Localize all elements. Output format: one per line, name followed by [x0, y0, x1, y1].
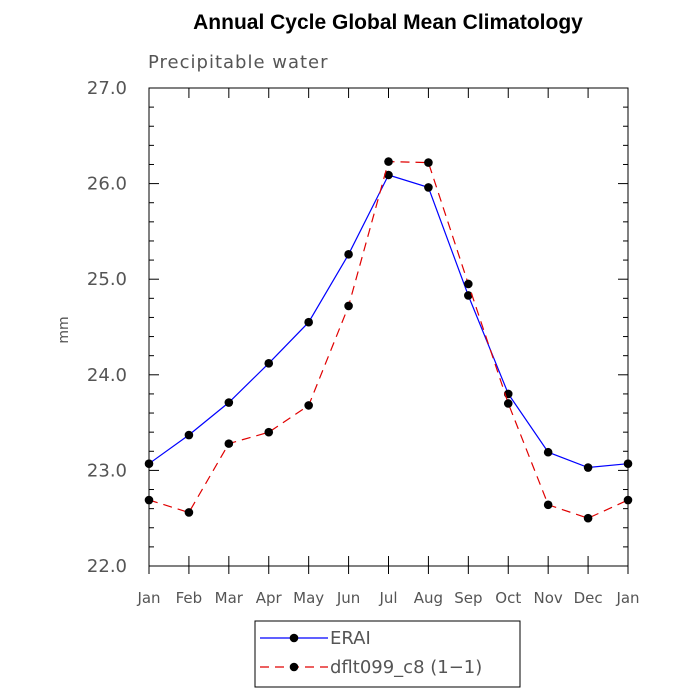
- data-point-series-1: [384, 170, 393, 180]
- x-tick-label: Jan: [615, 589, 639, 607]
- data-point-series-2: [503, 399, 513, 408]
- y-tick-label: 25.0: [87, 269, 127, 290]
- data-point-series-2: [344, 301, 353, 311]
- data-point-series-2: [623, 495, 633, 505]
- data-point-series-2: [384, 157, 393, 166]
- data-point-series-2: [583, 513, 593, 523]
- y-tick-label: 27.0: [87, 78, 127, 99]
- x-tick-label: Apr: [256, 589, 283, 607]
- x-tick-label: Oct: [495, 589, 521, 607]
- legend-label-1: ERAI: [330, 628, 371, 649]
- data-point-series-1: [543, 447, 553, 457]
- x-tick-label: May: [293, 589, 324, 607]
- legend-box: [254, 620, 521, 688]
- series-line-1: [148, 174, 629, 469]
- y-tick-label: 22.0: [87, 556, 127, 577]
- data-point-series-2: [264, 427, 274, 437]
- legend-marker-1: [289, 633, 299, 643]
- chart-subtitle: Precipitable water: [148, 52, 329, 73]
- data-point-series-1: [344, 250, 353, 259]
- series-line-2: [148, 160, 629, 519]
- chart-title: Annual Cycle Global Mean Climatology: [193, 11, 583, 34]
- data-point-series-1: [144, 459, 154, 469]
- y-tick-label: 23.0: [87, 460, 127, 481]
- axes: 22.0 23.0 24.0 25.0 26.0 27.0 Jan Feb Mar Apr May J…: [87, 78, 640, 607]
- x-tick-label: Mar: [215, 589, 244, 607]
- data-point-series-1: [304, 317, 313, 327]
- x-tick-label: Aug: [414, 589, 443, 607]
- x-tick-label: Jan: [136, 589, 160, 607]
- x-tick-label: Sep: [454, 589, 482, 607]
- x-tick-label: Dec: [574, 589, 603, 607]
- data-point-series-2: [424, 158, 433, 167]
- y-tick-label: 26.0: [87, 174, 127, 195]
- x-tick-label: Nov: [534, 589, 563, 607]
- data-point-series-1: [623, 459, 633, 469]
- data-point-series-2: [543, 500, 553, 510]
- y-tick-label: 24.0: [87, 365, 127, 386]
- x-tick-label: Feb: [176, 589, 203, 607]
- legend: ERAI dflt099_c8 (1−1): [254, 620, 521, 688]
- legend-marker-2: [289, 662, 299, 672]
- series-layer: [144, 157, 633, 523]
- data-point-series-2: [304, 401, 313, 410]
- data-point-series-2: [184, 508, 194, 517]
- legend-label-2: dflt099_c8 (1−1): [330, 657, 482, 678]
- data-point-series-1: [464, 291, 473, 300]
- data-point-series-1: [184, 430, 194, 440]
- data-point-series-1: [424, 183, 433, 192]
- data-point-series-1: [583, 463, 593, 472]
- y-axis-label: mm: [56, 316, 72, 343]
- x-tick-label: Jul: [378, 589, 397, 607]
- data-point-series-2: [144, 495, 154, 505]
- x-tick-label: Jun: [336, 589, 360, 607]
- data-point-series-1: [224, 398, 234, 407]
- data-point-series-1: [264, 359, 274, 368]
- data-point-series-2: [224, 439, 234, 448]
- data-point-series-2: [464, 279, 473, 289]
